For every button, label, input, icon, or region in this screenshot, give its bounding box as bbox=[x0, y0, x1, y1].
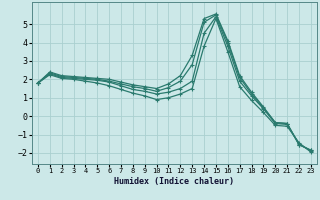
X-axis label: Humidex (Indice chaleur): Humidex (Indice chaleur) bbox=[115, 177, 234, 186]
